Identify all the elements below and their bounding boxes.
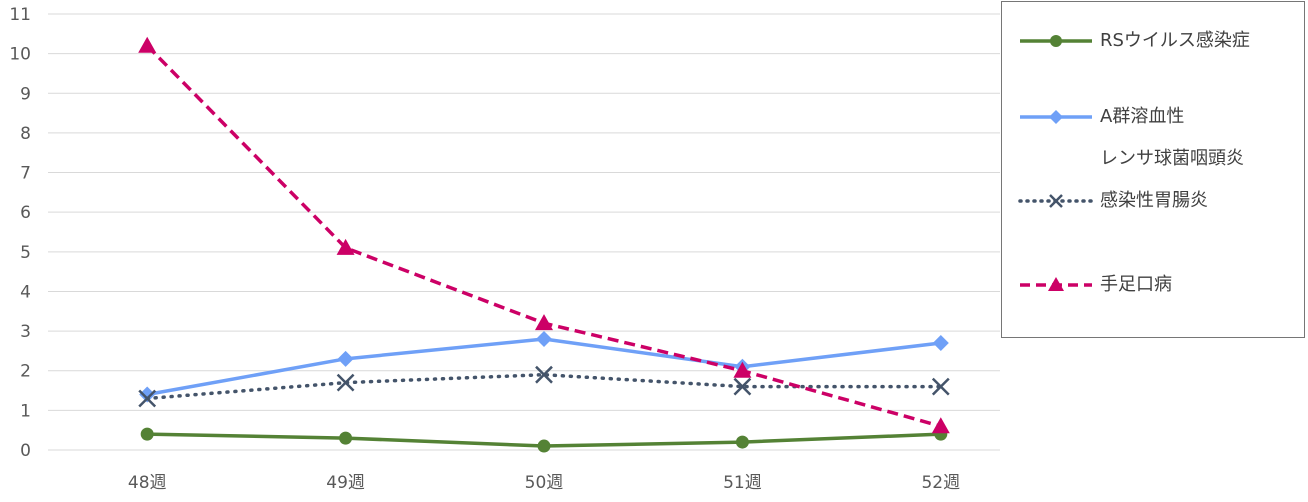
data-point-circle xyxy=(140,427,154,441)
y-tick-label: 3 xyxy=(20,322,31,342)
y-tick-label: 11 xyxy=(9,5,31,25)
gridlines xyxy=(48,13,1000,451)
data-point-diamond xyxy=(139,386,156,403)
line-chart: 0 1 2 3 4 5 6 7 8 9 10 11 48週 49週 50週 51週 52週 xyxy=(9,5,1000,493)
legend-label-gastro: 感染性胃腸炎 xyxy=(1100,190,1208,211)
y-tick-label: 10 xyxy=(9,45,31,65)
data-point-circle xyxy=(339,431,353,445)
series-0 xyxy=(140,427,948,453)
data-point-triangle xyxy=(535,314,553,331)
legend-label-strep-1: A群溶血性 xyxy=(1100,106,1185,127)
y-axis-ticks: 0 1 2 3 4 5 6 7 8 9 10 11 xyxy=(9,5,31,461)
legend-marker-circle-icon xyxy=(1020,35,1092,47)
series-line xyxy=(145,372,943,401)
data-point-diamond xyxy=(337,350,354,367)
y-tick-label: 4 xyxy=(20,282,31,302)
legend-label-strep-2: レンサ球菌咽頭炎 xyxy=(1100,148,1244,169)
data-point-triangle xyxy=(336,238,355,255)
y-tick-label: 6 xyxy=(20,203,31,223)
y-tick-label: 8 xyxy=(20,124,31,144)
y-tick-label: 0 xyxy=(20,441,31,461)
series-3 xyxy=(138,36,950,434)
data-point-x xyxy=(138,389,157,408)
legend-label-hfmd: 手足口病 xyxy=(1100,274,1172,295)
data-point-triangle xyxy=(733,361,752,378)
data-point-triangle xyxy=(138,36,157,53)
series-group xyxy=(138,36,950,453)
y-tick-label: 5 xyxy=(20,243,31,263)
legend: RSウイルス感染症 A群溶血性 レンサ球菌咽頭炎 感染性胃腸炎 手足口病 xyxy=(1001,1,1305,338)
legend-label-rs: RSウイルス感染症 xyxy=(1100,30,1250,51)
y-tick-label: 7 xyxy=(20,164,31,184)
y-tick-label: 9 xyxy=(20,84,31,104)
y-tick-label: 2 xyxy=(20,362,31,382)
x-tick-label: 48週 xyxy=(128,473,167,493)
x-tick-label: 52週 xyxy=(921,473,960,493)
data-point-x xyxy=(535,365,553,384)
x-tick-label: 50週 xyxy=(525,473,564,493)
data-point-diamond xyxy=(536,331,552,348)
legend-marker-x-icon xyxy=(1018,194,1094,208)
data-point-triangle xyxy=(931,417,950,434)
data-point-diamond xyxy=(932,334,949,351)
data-point-x xyxy=(336,373,355,392)
data-point-x xyxy=(733,377,752,396)
legend-marker-diamond-icon xyxy=(1020,110,1092,124)
series-line xyxy=(146,337,942,397)
series-1 xyxy=(139,331,949,403)
data-point-circle xyxy=(537,439,551,453)
data-point-circle xyxy=(735,435,749,449)
y-tick-label: 1 xyxy=(20,401,31,421)
x-axis-ticks: 48週 49週 50週 51週 52週 xyxy=(128,473,960,493)
legend-marker-triangle-icon xyxy=(1020,277,1092,291)
data-point-x xyxy=(931,377,950,396)
x-tick-label: 49週 xyxy=(326,473,365,493)
series-2 xyxy=(138,365,950,408)
series-line xyxy=(145,44,942,428)
x-tick-label: 51週 xyxy=(723,473,762,493)
